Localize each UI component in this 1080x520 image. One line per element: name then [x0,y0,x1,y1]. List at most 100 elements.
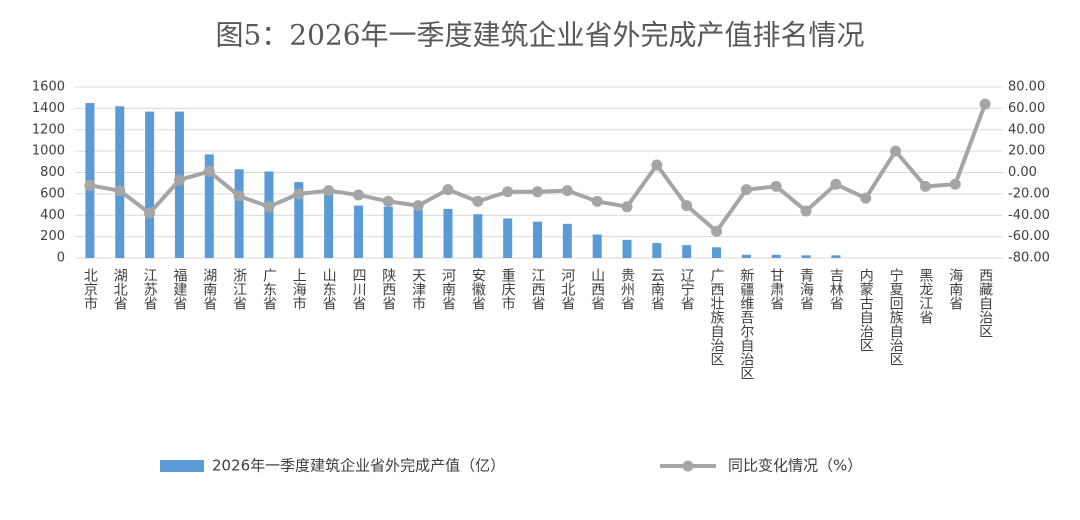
x-tick-label: 陕西省 [380,268,396,310]
line-marker [949,178,961,190]
bar [801,255,811,258]
bar [294,182,304,258]
x-tick-label: 福建省 [171,268,187,310]
line-marker [233,190,245,202]
line-marker [263,201,275,213]
line-marker [472,195,484,207]
bar [533,221,542,258]
line-marker [502,186,514,198]
y2-tick-label: 40.00 [1008,122,1045,137]
line-marker [382,195,394,207]
y2-tick-label: -60.00 [1008,229,1050,244]
line-marker [919,180,931,192]
y-tick-label: 0 [57,251,65,266]
line-marker [442,184,454,196]
line-marker [979,98,991,110]
x-tick-label: 浙江省 [231,268,247,310]
x-tick-label: 河北省 [559,268,575,310]
line-marker [323,185,335,197]
bar [682,245,692,258]
bar [234,169,244,258]
legend-label: 2026年一季度建筑企业省外完成产值（亿） [212,457,505,475]
y-tick-label: 400 [40,208,65,223]
x-tick-label: 青海省 [798,268,814,310]
line-marker [621,201,633,213]
x-tick-label: 广西壮族自治区 [709,268,725,366]
line-marker [830,178,842,190]
bar [592,234,602,258]
line-marker [681,200,693,212]
x-tick-label: 广东省 [261,268,277,310]
x-tick-label: 新疆维吾尔自治区 [738,268,754,380]
x-tick-label: 安徽省 [470,268,486,310]
y-tick-label: 1600 [32,80,65,95]
bar [324,190,334,258]
line-marker [890,145,902,157]
y-tick-label: 200 [40,229,65,244]
bar [741,254,751,258]
bar [831,255,841,258]
x-tick-label: 海南省 [947,268,963,310]
x-tick-label: 甘肃省 [768,268,784,310]
y2-tick-label: -80.00 [1008,251,1050,266]
line-marker [144,207,156,219]
line-marker [293,188,305,200]
x-tick-label: 云南省 [649,268,665,310]
x-tick-label: 黑龙江省 [917,268,933,324]
x-tick-label: 内蒙古自治区 [858,268,874,352]
x-tick-label: 天津市 [410,268,426,310]
line-marker [412,200,424,212]
x-tick-label: 贵州省 [619,268,635,310]
x-tick-label: 山东省 [321,268,337,310]
legend-label: 同比变化情况（%） [728,457,862,475]
line-marker [770,180,782,192]
legend-swatch [682,460,694,472]
legend-swatch [160,460,204,472]
y2-tick-label: 0.00 [1008,165,1037,180]
bar [562,223,572,258]
line-marker [173,174,185,186]
y2-tick-label: 20.00 [1008,144,1045,159]
line-marker [561,185,573,197]
bar [712,247,722,258]
line-marker [591,195,603,207]
y-tick-label: 1000 [32,144,65,159]
line [89,103,987,234]
bar [443,208,453,258]
line-marker [532,186,543,198]
chart-title: 图5：2026年一季度建筑企业省外完成产值排名情况 [215,19,864,52]
bar [473,214,483,258]
x-tick-label: 湖北省 [112,268,128,310]
x-tick-label: 北京市 [82,268,98,310]
x-tick-label: 辽宁省 [679,268,695,310]
bar [115,106,125,258]
bar [771,254,781,258]
y2-tick-label: 60.00 [1008,101,1045,116]
line-marker [651,159,663,171]
y-tick-label: 600 [40,186,65,201]
x-tick-label: 山西省 [589,268,605,310]
y-tick-label: 800 [40,165,65,180]
line-marker [203,165,215,177]
line-marker [84,179,96,191]
x-tick-label: 四川省 [350,268,366,310]
line-marker [352,189,364,201]
x-tick-label: 河南省 [440,268,456,310]
bar [383,206,393,258]
y-tick-label: 1200 [32,122,65,137]
x-tick-label: 江西省 [530,268,546,310]
x-tick-label: 重庆市 [500,268,516,310]
y2-tick-label: -40.00 [1008,208,1050,223]
x-tick-label: 湖南省 [201,268,217,310]
bar [353,205,363,258]
y2-tick-label: 80.00 [1008,80,1045,95]
bar [145,111,155,258]
x-tick-label: 宁夏回族自治区 [888,267,904,366]
bar [503,218,513,258]
x-tick-label: 上海市 [291,268,307,310]
bar [204,154,214,258]
bar [652,243,662,258]
line-marker [740,184,752,196]
bar [264,171,274,258]
